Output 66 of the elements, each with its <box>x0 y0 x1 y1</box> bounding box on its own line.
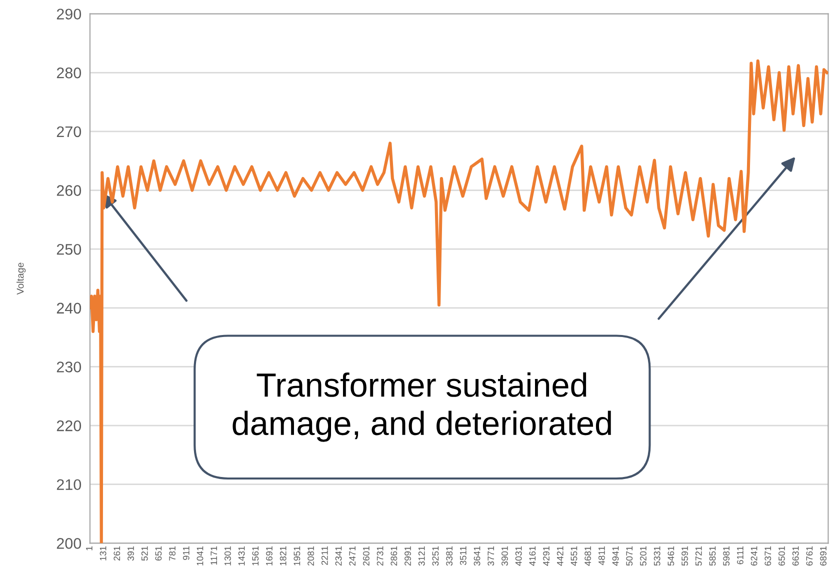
y-tick-label: 230 <box>56 362 82 372</box>
x-tick-label: 5591 <box>682 546 688 566</box>
x-tick-label: 4291 <box>543 546 550 566</box>
x-tick-label: 781 <box>169 546 176 561</box>
x-tick-label: 4161 <box>529 546 536 566</box>
y-axis-title: Voltage <box>16 262 26 295</box>
x-tick-label: 6501 <box>778 546 785 566</box>
y-tick-label: 210 <box>56 479 82 490</box>
x-tick-label: 4421 <box>556 546 564 566</box>
x-tick-label: 3121 <box>418 546 425 566</box>
x-tick-label: 1301 <box>224 546 231 566</box>
x-tick-label: 6111 <box>736 546 744 564</box>
x-tick-label: 4681 <box>584 546 592 566</box>
x-tick-label: 261 <box>114 546 120 561</box>
x-tick-label: 521 <box>141 546 148 561</box>
x-tick-label: 4031 <box>515 546 522 566</box>
x-tick-label: 2471 <box>349 546 356 566</box>
x-tick-label: 6631 <box>792 546 799 566</box>
x-tick-label: 4941 <box>612 546 619 566</box>
y-tick-label: 290 <box>56 8 82 20</box>
annotation: Transformer sustained damage, and deteriorated <box>232 372 611 442</box>
x-tick-label: 2211 <box>321 546 328 565</box>
y-tick-label: 200 <box>56 538 82 549</box>
x-tick-label: 3381 <box>446 546 453 566</box>
x-tick-label: 2341 <box>335 546 342 566</box>
x-tick-label: 4811 <box>598 546 605 566</box>
x-tick-label: 2991 <box>404 546 411 566</box>
x-tick-label: 391 <box>128 546 134 561</box>
x-tick-label: 2601 <box>363 546 370 566</box>
x-tick-label: 3901 <box>502 546 508 566</box>
y-tick-label: 250 <box>56 244 82 255</box>
x-tick-label: 6891 <box>820 546 826 566</box>
y-tick-label: 260 <box>56 185 82 196</box>
x-tick-label: 5071 <box>626 546 633 566</box>
y-tick-label: 270 <box>56 126 82 138</box>
x-tick-label: 2731 <box>376 546 384 566</box>
x-tick-label: 1561 <box>252 546 259 566</box>
x-tick-label: 651 <box>155 546 162 561</box>
x-tick-label: 3771 <box>488 546 494 566</box>
x-tick-label: 1951 <box>294 546 300 566</box>
x-tick-label: 6241 <box>750 546 758 566</box>
x-tick-label: 6761 <box>806 546 813 566</box>
x-tick-label: 4551 <box>570 546 578 566</box>
y-tick-label: 240 <box>56 302 82 314</box>
x-tick-label: 131 <box>100 546 106 560</box>
x-tick-label: 3511 <box>460 546 466 566</box>
x-tick-label: 2861 <box>390 546 398 566</box>
x-tick-label: 5461 <box>668 546 674 566</box>
x-tick-label: 911 <box>182 546 190 560</box>
x-tick-label: 5201 <box>640 546 646 566</box>
y-tick-label: 280 <box>56 68 82 78</box>
x-tick-label: 5981 <box>723 546 730 566</box>
x-tick-label: 1821 <box>280 546 286 566</box>
x-tick-label: 1431 <box>238 546 245 566</box>
x-tick-label: 3641 <box>474 546 480 566</box>
x-tick-label: 1 <box>86 546 92 550</box>
x-tick-label: 5851 <box>709 546 716 566</box>
x-tick-label: 6371 <box>764 546 772 566</box>
x-tick-label: 1691 <box>266 546 272 566</box>
x-tick-label: 3251 <box>432 546 439 566</box>
x-tick-label: 1171 <box>210 546 217 565</box>
y-tick-label: 220 <box>56 420 82 432</box>
x-tick-label: 2081 <box>308 546 314 566</box>
x-tick-label: 1041 <box>196 546 204 566</box>
x-tick-label: 5721 <box>695 546 702 566</box>
x-tick-label: 5331 <box>654 546 660 566</box>
